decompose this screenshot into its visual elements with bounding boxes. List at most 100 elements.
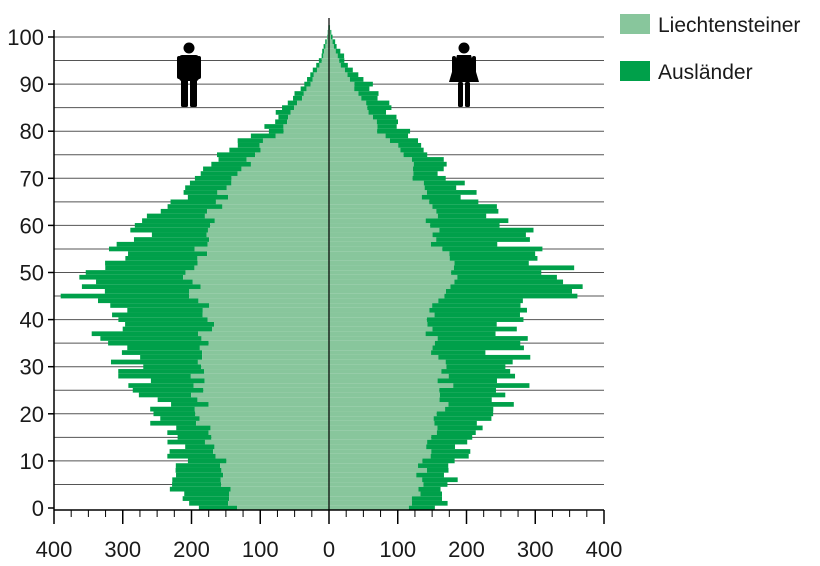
bar-female-liechtensteiner <box>329 95 362 101</box>
bar-male-auslaender <box>250 133 276 139</box>
bar-male-auslaender <box>122 326 213 332</box>
bar-female-liechtensteiner <box>329 444 427 450</box>
bar-female-liechtensteiner <box>329 208 437 214</box>
bar-female-liechtensteiner <box>329 194 422 200</box>
bar-female-liechtensteiner <box>329 406 446 412</box>
bar-male-auslaender <box>105 265 195 271</box>
bar-female-auslaender <box>354 81 373 87</box>
bar-male-liechtensteiner <box>316 67 329 73</box>
bar-female-auslaender <box>432 232 526 238</box>
bar-female-auslaender <box>412 175 446 181</box>
bar-female-liechtensteiner <box>329 213 438 219</box>
bar-male-auslaender <box>175 467 222 473</box>
bar-female-auslaender <box>385 133 409 139</box>
bar-female-liechtensteiner <box>329 331 426 337</box>
bar-female-auslaender <box>340 62 348 68</box>
bar-female-auslaender <box>408 505 435 511</box>
bar-male-auslaender <box>127 345 200 351</box>
bar-male-liechtensteiner <box>237 505 329 511</box>
bar-male-auslaender <box>187 194 229 200</box>
bar-female-auslaender <box>330 34 333 40</box>
bar-female-liechtensteiner <box>329 383 454 388</box>
bar-male-auslaender <box>167 204 223 209</box>
y-tick-label: 80 <box>20 119 44 144</box>
bar-female-liechtensteiner <box>329 119 377 125</box>
bar-female-auslaender <box>438 354 531 360</box>
bar-male-auslaender <box>150 420 197 426</box>
bar-male-liechtensteiner <box>185 270 329 275</box>
bar-female-auslaender <box>432 345 524 351</box>
bar-male-auslaender <box>130 227 208 233</box>
bar-male-liechtensteiner <box>198 331 329 337</box>
bar-male-liechtensteiner <box>288 114 329 120</box>
bar-male-auslaender <box>211 161 251 167</box>
bar-female-auslaender <box>439 392 506 398</box>
bar-female-liechtensteiner <box>329 411 437 417</box>
bar-male-auslaender <box>237 142 260 148</box>
bar-male-auslaender <box>105 260 198 266</box>
bar-female-liechtensteiner <box>329 105 368 111</box>
bar-male-liechtensteiner <box>204 378 329 384</box>
bar-female-liechtensteiner <box>329 482 424 487</box>
bar-female-auslaender <box>438 298 523 304</box>
bar-male-auslaender <box>79 274 184 280</box>
bar-female-auslaender <box>432 326 517 332</box>
bar-female-auslaender <box>434 312 520 318</box>
bar-female-auslaender <box>424 185 457 191</box>
bar-female-liechtensteiner <box>329 246 443 252</box>
bar-male-liechtensteiner <box>199 416 329 421</box>
bar-male-auslaender <box>153 411 196 417</box>
bar-female-auslaender <box>436 237 530 242</box>
bar-female-liechtensteiner <box>329 91 359 96</box>
bar-male-liechtensteiner <box>221 482 329 487</box>
bar-female-auslaender <box>368 110 387 115</box>
bar-female-liechtensteiner <box>329 180 424 186</box>
bar-female-auslaender <box>349 77 364 82</box>
bar-male-auslaender <box>142 218 215 224</box>
bar-male-auslaender <box>312 67 317 73</box>
bar-female-auslaender <box>372 114 397 120</box>
x-tick-label: 300 <box>517 537 554 562</box>
legend-swatch-auslaender <box>620 61 650 81</box>
y-tick-label: 40 <box>20 308 44 333</box>
y-tick-labels: 0 10 20 30 40 50 60 70 80 90 100 <box>7 25 54 521</box>
bar-female-liechtensteiner <box>329 387 440 393</box>
bar-female-liechtensteiner <box>329 326 433 332</box>
bar-male-auslaender <box>184 491 230 497</box>
bar-male-auslaender <box>91 331 199 337</box>
bar-male-liechtensteiner <box>197 397 329 403</box>
bar-female-auslaender <box>337 53 345 59</box>
bar-female-auslaender <box>430 453 469 459</box>
legend-item-liechtensteiner: Liechtensteiner <box>620 14 800 37</box>
bar-female-auslaender <box>451 270 542 275</box>
bar-female-liechtensteiner <box>329 425 438 431</box>
bar-male-auslaender <box>118 369 205 374</box>
bar-female-liechtensteiner <box>329 138 390 143</box>
bar-female-liechtensteiner <box>329 303 433 308</box>
bar-female-liechtensteiner <box>329 270 452 275</box>
bar-female-auslaender <box>439 227 534 233</box>
x-tick-label: 100 <box>242 537 279 562</box>
bar-female-auslaender <box>439 387 496 393</box>
bar-female-auslaender <box>354 86 370 92</box>
bar-male-auslaender <box>96 279 193 285</box>
bar-male-liechtensteiner <box>283 124 329 129</box>
bar-male-liechtensteiner <box>302 95 329 101</box>
bar-female-liechtensteiner <box>329 420 435 426</box>
bar-male-liechtensteiner <box>220 463 329 468</box>
bar-male-liechtensteiner <box>231 180 329 186</box>
bar-female-liechtensteiner <box>329 223 431 228</box>
bar-male-liechtensteiner <box>194 406 329 412</box>
legend-label-auslaender: Ausländer <box>658 61 753 84</box>
bar-male-auslaender <box>100 336 202 341</box>
legend: Liechtensteiner Ausländer <box>620 14 800 84</box>
bar-female-auslaender <box>453 265 575 271</box>
bar-female-auslaender <box>450 284 583 289</box>
bar-male-liechtensteiner <box>193 383 329 388</box>
y-tick-label: 60 <box>20 213 44 238</box>
bar-female-liechtensteiner <box>329 114 373 120</box>
bar-male-auslaender <box>160 208 208 214</box>
male-icon <box>177 42 201 107</box>
bar-male-auslaender <box>150 378 205 384</box>
bar-female-auslaender <box>434 420 477 426</box>
